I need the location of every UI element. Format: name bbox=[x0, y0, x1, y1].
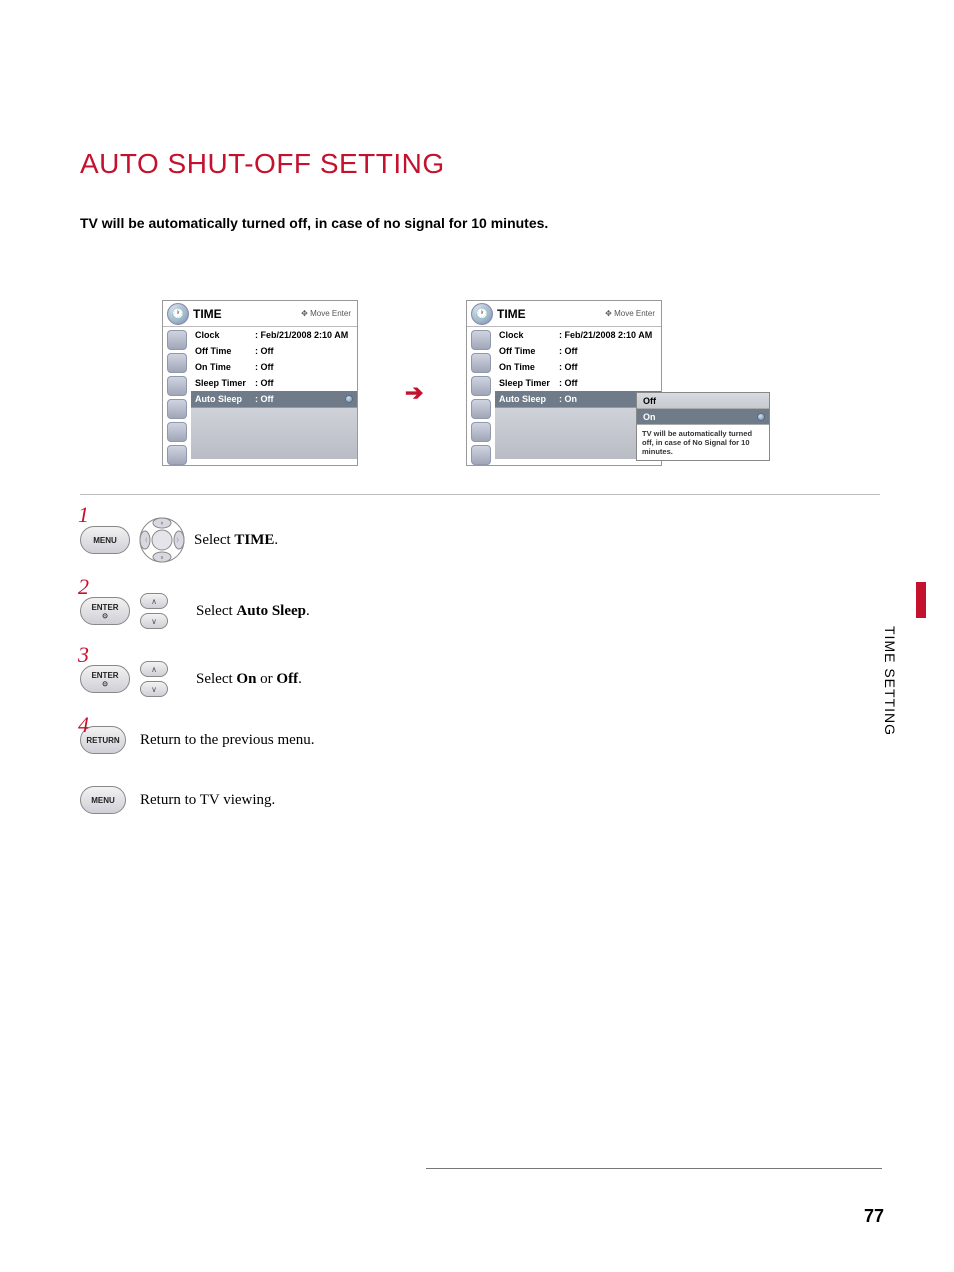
menu-row: Clock: Feb/21/2008 2:10 AM bbox=[495, 327, 661, 343]
side-tab: TIME SETTING bbox=[882, 582, 904, 752]
chevron-up-icon: ∧ bbox=[140, 593, 168, 609]
popup-note: TV will be automatically turned off, in … bbox=[637, 425, 769, 460]
menu-icon bbox=[167, 445, 187, 465]
step-4: 4 RETURN Return to the previous menu. bbox=[80, 726, 315, 754]
svg-text:〉: 〉 bbox=[176, 538, 181, 544]
nav-updown-icon: ∧ ∨ bbox=[138, 656, 170, 702]
menu-button[interactable]: MENU bbox=[80, 526, 130, 554]
menu-icon bbox=[167, 330, 187, 350]
popup-option-on[interactable]: On bbox=[637, 409, 769, 425]
arrow-icon: ➔ bbox=[405, 380, 423, 406]
select-dot-icon bbox=[757, 413, 765, 421]
clock-icon: 🕐 bbox=[167, 303, 189, 325]
svg-text:〈: 〈 bbox=[142, 538, 147, 544]
sidebar-icons bbox=[163, 327, 191, 465]
step-2: 2 ENTER⊙ ∧ ∨ Select Auto Sleep. bbox=[80, 588, 310, 634]
enter-button[interactable]: ENTER⊙ bbox=[80, 597, 130, 625]
panel-meta: ✥ Move Enter bbox=[605, 309, 655, 318]
menu-icon bbox=[471, 422, 491, 442]
menu-icon bbox=[167, 376, 187, 396]
step-text: Return to TV viewing. bbox=[140, 792, 275, 809]
menu-icon bbox=[167, 353, 187, 373]
step-3: 3 ENTER⊙ ∧ ∨ Select On or Off. bbox=[80, 656, 302, 702]
menu-icon bbox=[471, 330, 491, 350]
step-number: 3 bbox=[78, 642, 89, 668]
panel-title: TIME bbox=[193, 307, 222, 321]
footer-line bbox=[426, 1168, 882, 1169]
menu-panel-after: 🕐 TIME ✥ Move Enter Clock: Feb/21/2008 2… bbox=[466, 300, 662, 466]
step-text: Return to the previous menu. bbox=[140, 732, 315, 749]
step-5: MENU Return to TV viewing. bbox=[80, 786, 275, 814]
menu-icon bbox=[167, 422, 187, 442]
chevron-down-icon: ∨ bbox=[140, 613, 168, 629]
svg-text:∨: ∨ bbox=[160, 555, 164, 561]
nav-updown-icon: ∧ ∨ bbox=[138, 588, 170, 634]
menu-icon bbox=[167, 399, 187, 419]
option-popup: Off On TV will be automatically turned o… bbox=[636, 392, 770, 461]
panel-header: 🕐 TIME ✥ Move Enter bbox=[163, 301, 357, 327]
step-1: 1 MENU ∧ ∨ 〈 〉 Select TIME. bbox=[80, 516, 278, 564]
step-number: 2 bbox=[78, 574, 89, 600]
page-number: 77 bbox=[864, 1206, 884, 1227]
panel-title: TIME bbox=[497, 307, 526, 321]
menu-row: On Time: Off bbox=[495, 359, 661, 375]
panel-meta: ✥ Move Enter bbox=[301, 309, 351, 318]
step-text: Select Auto Sleep. bbox=[196, 603, 310, 620]
step-text: Select On or Off. bbox=[196, 671, 302, 688]
page-title: AUTO SHUT-OFF SETTING bbox=[80, 148, 445, 180]
menu-icon bbox=[471, 353, 491, 373]
menu-row: On Time: Off bbox=[191, 359, 357, 375]
menu-icon bbox=[471, 445, 491, 465]
menu-row: Sleep Timer: Off bbox=[495, 375, 661, 391]
menu-button[interactable]: MENU bbox=[80, 786, 126, 814]
chevron-down-icon: ∨ bbox=[140, 681, 168, 697]
menu-icon bbox=[471, 399, 491, 419]
chevron-up-icon: ∧ bbox=[140, 661, 168, 677]
menu-row: Sleep Timer: Off bbox=[191, 375, 357, 391]
side-tab-label: TIME SETTING bbox=[882, 626, 898, 736]
svg-text:∧: ∧ bbox=[160, 521, 164, 527]
select-dot-icon bbox=[345, 395, 353, 403]
step-number: 4 bbox=[78, 712, 89, 738]
sidebar-icons bbox=[467, 327, 495, 465]
menu-icon bbox=[471, 376, 491, 396]
panel-footer bbox=[191, 407, 357, 459]
menu-row: Off Time: Off bbox=[191, 343, 357, 359]
menu-row-selected[interactable]: Auto Sleep: Off bbox=[191, 391, 357, 407]
clock-icon: 🕐 bbox=[471, 303, 493, 325]
step-number: 1 bbox=[78, 502, 89, 528]
side-tab-bar bbox=[916, 582, 926, 618]
nav-4way-icon: ∧ ∨ 〈 〉 bbox=[138, 516, 186, 564]
divider bbox=[80, 494, 880, 495]
enter-button[interactable]: ENTER⊙ bbox=[80, 665, 130, 693]
menu-row: Off Time: Off bbox=[495, 343, 661, 359]
menu-row: Clock: Feb/21/2008 2:10 AM bbox=[191, 327, 357, 343]
menu-panel-before: 🕐 TIME ✥ Move Enter Clock: Feb/21/2008 2… bbox=[162, 300, 358, 466]
panel-header: 🕐 TIME ✥ Move Enter bbox=[467, 301, 661, 327]
popup-option-off[interactable]: Off bbox=[637, 393, 769, 409]
step-text: Select TIME. bbox=[194, 532, 278, 549]
page-subtitle: TV will be automatically turned off, in … bbox=[80, 215, 548, 231]
